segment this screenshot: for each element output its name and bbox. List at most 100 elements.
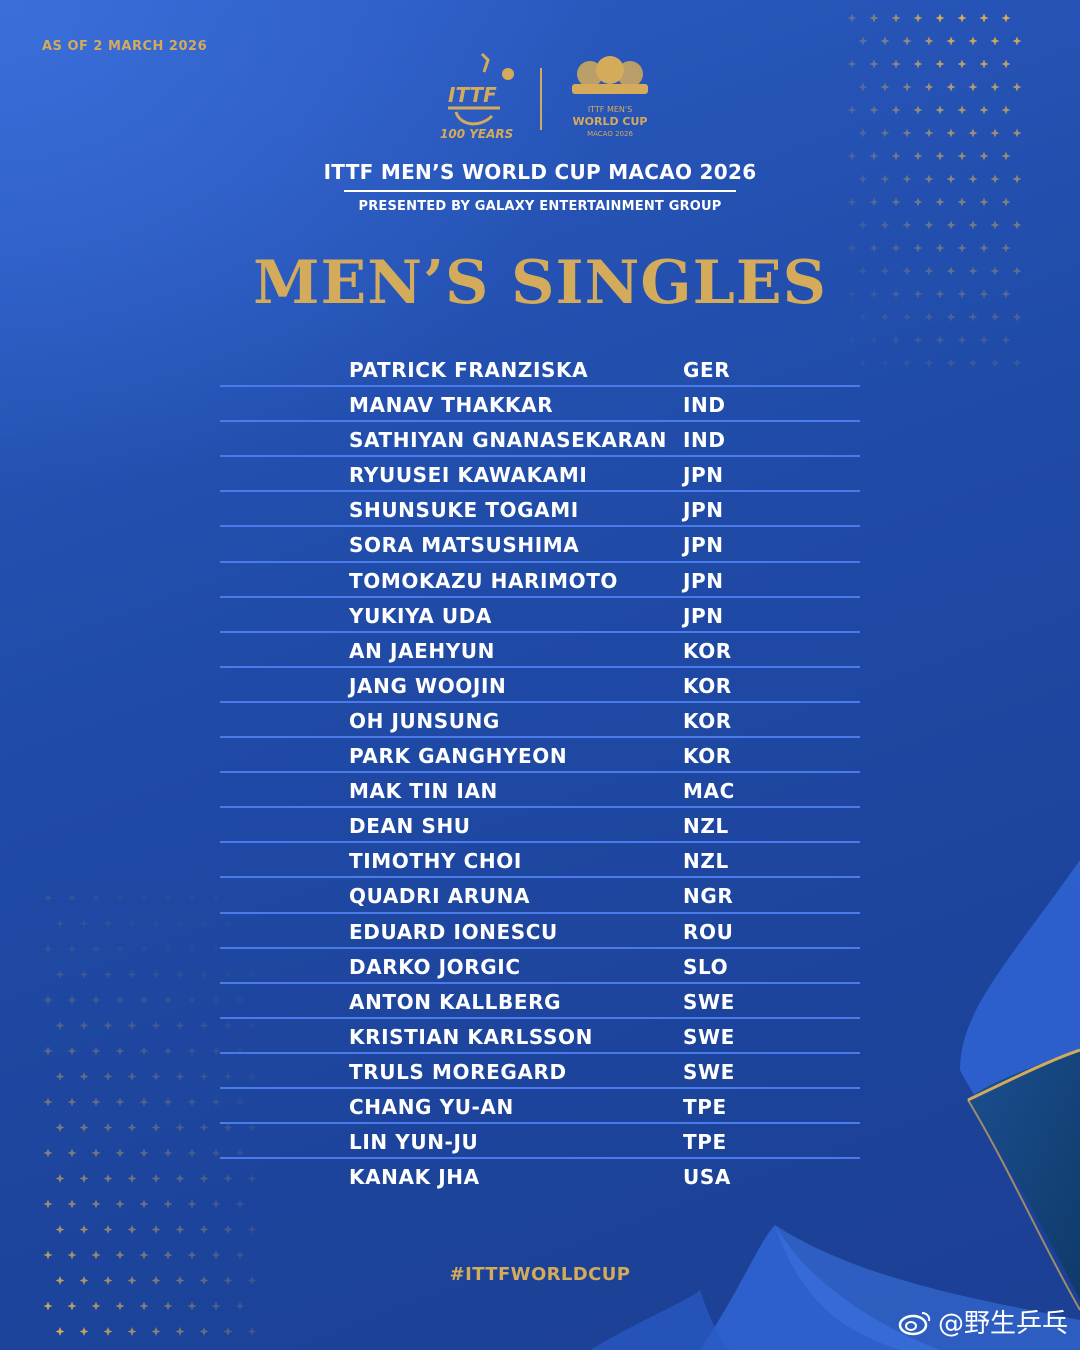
decorative-star: [187, 893, 197, 903]
decorative-star: [211, 1250, 221, 1260]
player-country: ROU: [683, 919, 734, 944]
decorative-star: [935, 197, 945, 207]
player-row: TRULS MOREGARD SWE: [220, 1054, 860, 1089]
decorative-star: [946, 128, 956, 138]
player-row: YUKIYA UDA JPN: [220, 598, 860, 633]
row-divider: [220, 595, 860, 598]
player-row: TIMOTHY CHOI NZL: [220, 843, 860, 879]
decorative-star: [43, 1148, 53, 1158]
decorative-star: [103, 1021, 113, 1030]
decorative-star: [67, 1250, 77, 1260]
event-title: ITTF MEN’S WORLD CUP MACAO 2026: [323, 160, 757, 184]
decorative-star: [43, 1250, 53, 1260]
decorative-star: [91, 995, 101, 1005]
decorative-star: [247, 970, 257, 979]
decorative-star: [968, 82, 978, 92]
decorative-star: [127, 1174, 137, 1183]
decorative-star: [935, 59, 945, 69]
player-row: PARK GANGHYEON KOR: [220, 738, 860, 774]
decorative-star: [151, 1225, 161, 1234]
row-divider: [220, 630, 860, 633]
decorative-star: [990, 266, 1000, 276]
row-divider: [220, 981, 860, 984]
decorative-star: [139, 893, 149, 903]
player-name: SHUNSUKE TOGAMI: [349, 498, 579, 523]
decorative-star: [957, 289, 967, 299]
decorative-star: [924, 36, 934, 46]
decorative-star: [115, 1301, 125, 1311]
decorative-star: [979, 151, 989, 161]
decorative-star: [235, 995, 245, 1005]
decorative-star: [223, 1174, 233, 1183]
decorative-star: [946, 220, 956, 230]
decorative-star: [957, 197, 967, 207]
decorative-star: [902, 266, 912, 276]
decorative-star: [79, 1225, 89, 1234]
player-name: JANG WOOJIN: [349, 673, 507, 698]
decorative-star: [913, 243, 923, 253]
player-name: MANAV THAKKAR: [349, 393, 554, 418]
decorative-star: [115, 1046, 125, 1056]
decorative-star: [880, 36, 890, 46]
decorative-star: [847, 151, 857, 161]
player-row: RYUUSEI KAWAKAMI JPN: [220, 457, 860, 493]
decorative-star: [235, 1250, 245, 1260]
decorative-star: [55, 1021, 65, 1030]
decorative-star: [847, 197, 857, 207]
row-divider: [220, 490, 860, 493]
decorative-star: [151, 1123, 161, 1132]
decorative-star: [79, 919, 89, 928]
decorative-star: [235, 1046, 245, 1056]
decorative-star: [847, 243, 857, 253]
decorative-star: [891, 151, 901, 161]
decorative-star: [891, 197, 901, 207]
decorative-star: [163, 1199, 173, 1209]
decorative-star: [103, 919, 113, 928]
decorative-star: [902, 36, 912, 46]
decorative-star: [869, 13, 879, 23]
player-name: TOMOKAZU HARIMOTO: [349, 568, 619, 593]
decorative-star: [139, 1250, 149, 1260]
player-name: CHANG YU-AN: [349, 1094, 514, 1119]
decorative-star: [187, 1148, 197, 1158]
decorative-star: [869, 151, 879, 161]
decorative-star: [127, 1072, 137, 1081]
decorative-star: [139, 1199, 149, 1209]
decorative-star: [103, 1276, 113, 1285]
decorative-star: [1001, 335, 1011, 345]
player-country: SWE: [683, 1024, 735, 1049]
presented-by: PRESENTED BY GALAXY ENTERTAINMENT GROUP: [358, 199, 722, 214]
decorative-star: [175, 1174, 185, 1183]
decorative-star: [968, 174, 978, 184]
decorative-star: [151, 1174, 161, 1183]
decorative-star: [1012, 266, 1022, 276]
decorative-star: [187, 944, 197, 954]
decorative-star: [103, 1225, 113, 1234]
decorative-star: [979, 335, 989, 345]
decorative-star: [869, 335, 879, 345]
hashtag: #ITTFWORLDCUP: [449, 1264, 631, 1285]
decorative-star: [880, 312, 890, 322]
player-row: TOMOKAZU HARIMOTO JPN: [220, 563, 860, 598]
ittf-100-years-logo: ITTF 100 YEARS: [440, 52, 514, 141]
player-country: SWE: [683, 1059, 735, 1084]
decorative-star: [935, 151, 945, 161]
weibo-icon: [898, 1311, 931, 1335]
decorative-star: [43, 1097, 53, 1107]
decorative-star: [91, 1301, 101, 1311]
decorative-star: [211, 1148, 221, 1158]
decorative-star: [175, 1021, 185, 1030]
decorative-star: [67, 893, 77, 903]
decorative-star: [979, 197, 989, 207]
player-row: SATHIYAN GNANASEKARAN IND: [220, 422, 860, 458]
decorative-star: [235, 1097, 245, 1107]
player-row: KANAK JHA USA: [220, 1159, 860, 1194]
player-row: DEAN SHU NZL: [220, 808, 860, 844]
player-country: TPE: [683, 1130, 727, 1155]
decorative-star: [187, 995, 197, 1005]
player-list: PATRICK FRANZISKA GER MANAV THAKKAR IND SATH…: [220, 352, 860, 1194]
decorative-star: [1001, 59, 1011, 69]
player-row: DARKO JORGIC SLO: [220, 949, 860, 984]
decorative-star: [1012, 174, 1022, 184]
decorative-star: [968, 358, 978, 368]
